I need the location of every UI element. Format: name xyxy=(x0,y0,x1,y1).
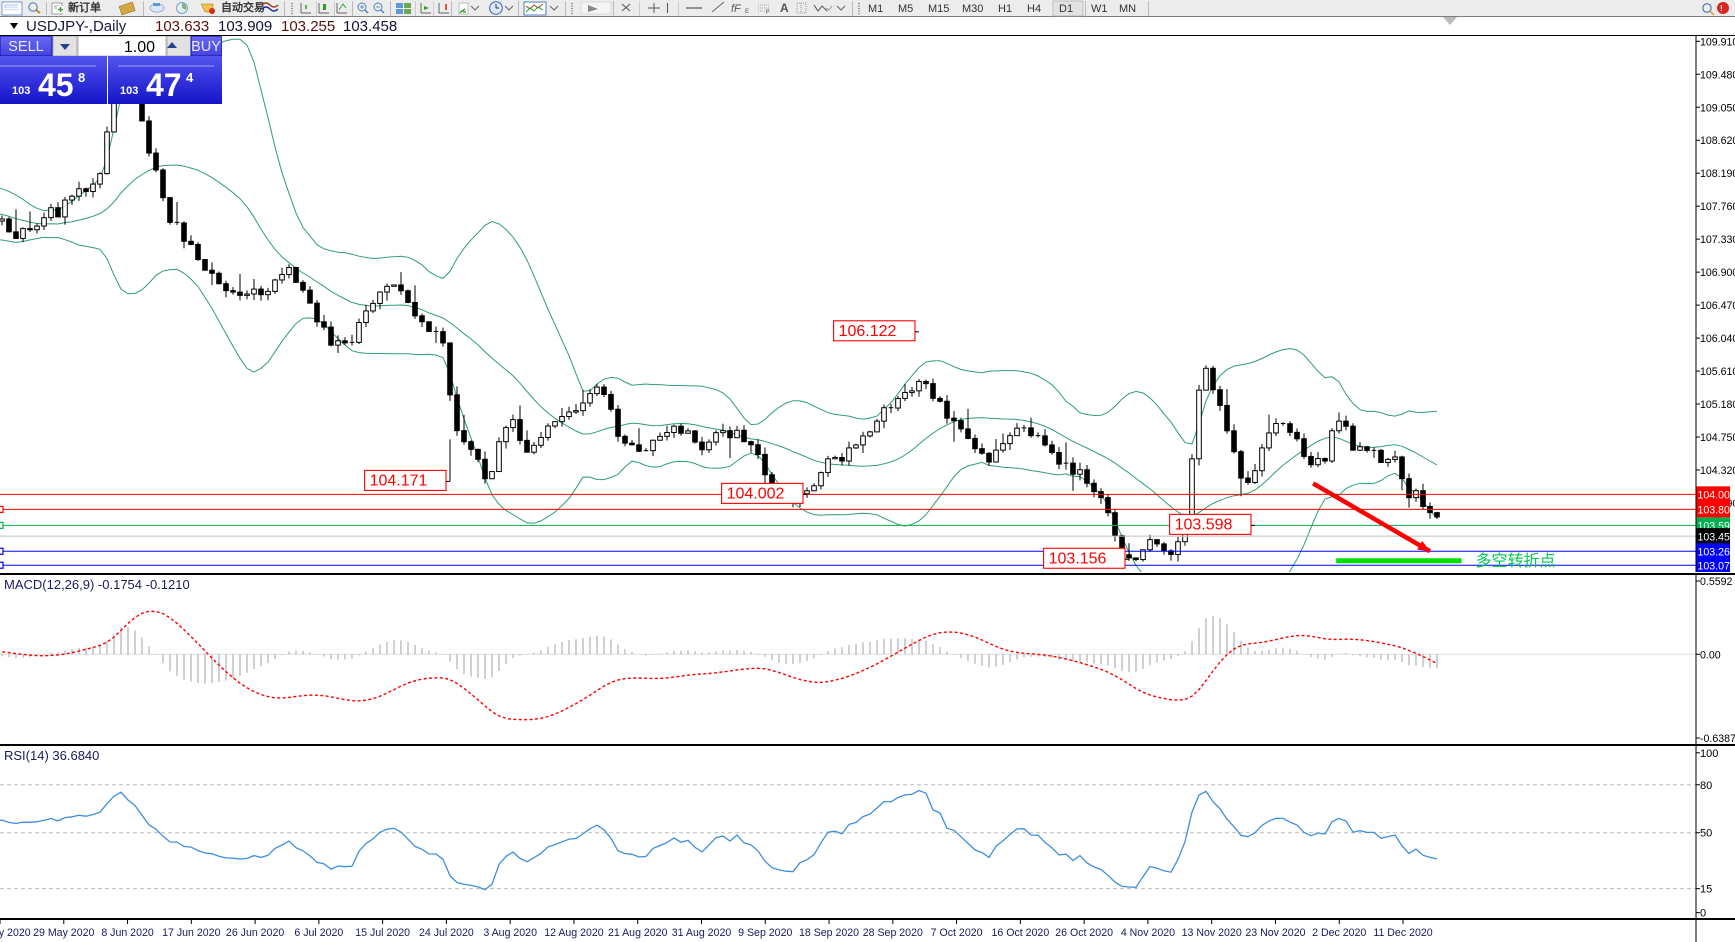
svg-text:6 Jul 2020: 6 Jul 2020 xyxy=(294,927,343,939)
svg-text:103.633: 103.633 xyxy=(155,18,209,35)
svg-text:28 Sep 2020: 28 Sep 2020 xyxy=(863,927,923,939)
svg-text:8 Jun 2020: 8 Jun 2020 xyxy=(101,927,154,939)
svg-text:3 Aug 2020: 3 Aug 2020 xyxy=(483,927,537,939)
svg-text:20 May 2020: 20 May 2020 xyxy=(0,927,31,939)
svg-text:7 Oct 2020: 7 Oct 2020 xyxy=(931,927,983,939)
svg-text:103.598: 103.598 xyxy=(1175,516,1233,533)
svg-text:106.470: 106.470 xyxy=(1700,300,1735,312)
svg-text:M30: M30 xyxy=(962,3,983,15)
svg-text:103: 103 xyxy=(120,85,138,97)
svg-text:109.910: 109.910 xyxy=(1700,36,1735,48)
svg-text:26 Oct 2020: 26 Oct 2020 xyxy=(1055,927,1113,939)
svg-text:107.760: 107.760 xyxy=(1700,201,1735,213)
svg-text:RSI(14) 36.6840: RSI(14) 36.6840 xyxy=(4,748,99,763)
svg-text:0.5592: 0.5592 xyxy=(1700,576,1733,588)
svg-text:108.190: 108.190 xyxy=(1700,168,1735,180)
svg-text:104.002: 104.002 xyxy=(1698,490,1735,502)
svg-text:W1: W1 xyxy=(1091,3,1108,15)
svg-text:23 Nov 2020: 23 Nov 2020 xyxy=(1245,927,1305,939)
svg-text:0.00: 0.00 xyxy=(1700,649,1721,661)
svg-text:12 Aug 2020: 12 Aug 2020 xyxy=(544,927,604,939)
svg-text:105.610: 105.610 xyxy=(1700,366,1735,378)
svg-text:50: 50 xyxy=(1700,828,1712,840)
svg-text:103.458: 103.458 xyxy=(1698,531,1735,543)
svg-text:103.909: 103.909 xyxy=(218,18,272,35)
svg-text:103: 103 xyxy=(12,85,30,97)
svg-text:!: ! xyxy=(1720,4,1723,13)
svg-text:105.180: 105.180 xyxy=(1700,399,1735,411)
svg-text:8: 8 xyxy=(78,70,85,85)
svg-text:H4: H4 xyxy=(1027,3,1041,15)
svg-text:107.330: 107.330 xyxy=(1700,234,1735,246)
svg-text:104.320: 104.320 xyxy=(1700,465,1735,477)
svg-text:104.750: 104.750 xyxy=(1700,432,1735,444)
svg-text:109.480: 109.480 xyxy=(1700,69,1735,81)
svg-text:104.171: 104.171 xyxy=(370,472,428,489)
svg-text:MACD(12,26,9) -0.1754 -0.1210: MACD(12,26,9) -0.1754 -0.1210 xyxy=(4,577,190,592)
svg-text:21 Aug 2020: 21 Aug 2020 xyxy=(608,927,668,939)
svg-text:106.900: 106.900 xyxy=(1700,267,1735,279)
svg-text:BUY: BUY xyxy=(191,39,221,55)
svg-text:103.255: 103.255 xyxy=(281,18,335,35)
svg-text:26 Jun 2020: 26 Jun 2020 xyxy=(226,927,284,939)
svg-text:103.156: 103.156 xyxy=(1049,550,1107,567)
svg-text:47: 47 xyxy=(146,67,182,103)
svg-text:103.806: 103.806 xyxy=(1698,505,1735,517)
svg-text:104.002: 104.002 xyxy=(727,485,785,502)
svg-text:M5: M5 xyxy=(898,3,913,15)
svg-text:13 Nov 2020: 13 Nov 2020 xyxy=(1182,927,1242,939)
svg-text:16 Oct 2020: 16 Oct 2020 xyxy=(992,927,1050,939)
svg-text:MN: MN xyxy=(1119,3,1136,15)
svg-text:M15: M15 xyxy=(928,3,949,15)
svg-text:29 May 2020: 29 May 2020 xyxy=(33,927,94,939)
svg-text:109.050: 109.050 xyxy=(1700,102,1735,114)
svg-text:100: 100 xyxy=(1700,748,1718,760)
svg-text:D1: D1 xyxy=(1059,3,1073,15)
svg-text:多空转折点: 多空转折点 xyxy=(1476,552,1556,570)
svg-text:15 Jul 2020: 15 Jul 2020 xyxy=(355,927,410,939)
svg-text:4: 4 xyxy=(186,70,194,85)
svg-text:2 Dec 2020: 2 Dec 2020 xyxy=(1312,927,1366,939)
svg-text:18 Sep 2020: 18 Sep 2020 xyxy=(799,927,859,939)
svg-text:45: 45 xyxy=(38,67,74,103)
svg-text:103.458: 103.458 xyxy=(343,18,397,35)
svg-text:9 Sep 2020: 9 Sep 2020 xyxy=(738,927,792,939)
svg-text:1.00: 1.00 xyxy=(124,39,155,56)
svg-text:H1: H1 xyxy=(998,3,1012,15)
svg-text:24 Jul 2020: 24 Jul 2020 xyxy=(419,927,474,939)
svg-text:31 Aug 2020: 31 Aug 2020 xyxy=(672,927,732,939)
svg-text:103.260: 103.260 xyxy=(1698,547,1735,559)
svg-text:103.078: 103.078 xyxy=(1698,561,1735,572)
svg-text:11 Dec 2020: 11 Dec 2020 xyxy=(1373,927,1432,939)
svg-text:15: 15 xyxy=(1700,884,1712,896)
svg-text:106.040: 106.040 xyxy=(1700,333,1735,345)
svg-text:SELL: SELL xyxy=(8,39,43,55)
svg-text:17 Jun 2020: 17 Jun 2020 xyxy=(162,927,220,939)
svg-text:106.122: 106.122 xyxy=(839,323,897,340)
svg-text:80: 80 xyxy=(1700,780,1712,792)
svg-text:108.620: 108.620 xyxy=(1700,135,1735,147)
svg-text:M1: M1 xyxy=(868,3,883,15)
svg-text:4 Nov 2020: 4 Nov 2020 xyxy=(1121,927,1175,939)
svg-text:USDJPY-,Daily: USDJPY-,Daily xyxy=(26,18,127,35)
